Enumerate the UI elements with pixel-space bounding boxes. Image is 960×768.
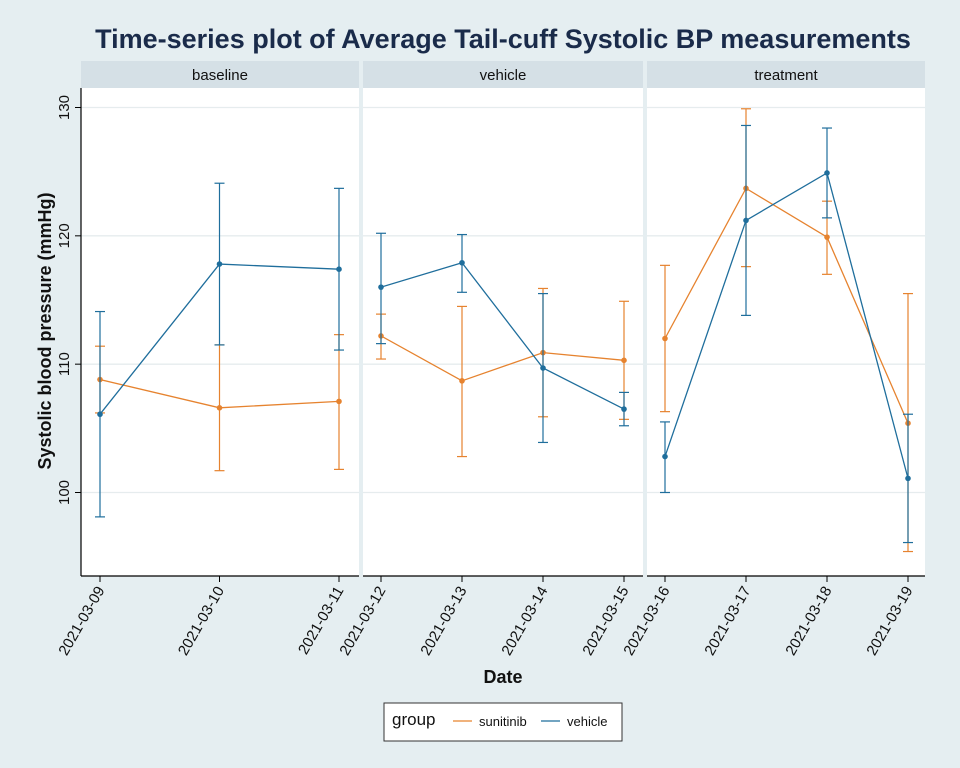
data-point bbox=[743, 217, 749, 224]
data-point bbox=[216, 405, 223, 411]
strip-label: vehicle bbox=[480, 67, 527, 84]
plot-area bbox=[647, 88, 925, 576]
data-point bbox=[336, 266, 342, 273]
data-point bbox=[378, 284, 384, 290]
strip-label: treatment bbox=[754, 67, 818, 84]
series-line bbox=[664, 187, 909, 424]
data-point bbox=[540, 365, 546, 371]
data-point bbox=[216, 261, 223, 267]
y-tick-label: 120 bbox=[56, 223, 73, 248]
series-vehicle bbox=[376, 232, 629, 444]
data-point bbox=[459, 259, 465, 266]
data-point bbox=[662, 453, 668, 460]
data-point bbox=[621, 357, 627, 364]
y-tick-label: 100 bbox=[56, 480, 73, 505]
y-tick-label: 130 bbox=[56, 95, 73, 120]
data-point bbox=[97, 411, 103, 418]
data-point bbox=[662, 335, 668, 342]
series-sunitinib bbox=[95, 334, 344, 472]
y-tick-label: 110 bbox=[56, 352, 73, 376]
strip-label: baseline bbox=[192, 67, 248, 84]
data-point bbox=[824, 234, 830, 240]
x-axis-label: Date bbox=[483, 667, 522, 687]
series-vehicle bbox=[660, 124, 913, 544]
strip-baseline bbox=[81, 61, 359, 88]
legend: group sunitinib vehicle bbox=[383, 702, 623, 742]
chart-title: Time-series plot of Average Tail-cuff Sy… bbox=[95, 24, 911, 54]
data-point bbox=[336, 398, 342, 405]
strip-treatment bbox=[647, 61, 925, 88]
legend-label-vehicle: vehicle bbox=[567, 714, 607, 729]
plot-area bbox=[363, 88, 643, 576]
legend-title: group bbox=[392, 710, 435, 729]
series-line bbox=[380, 335, 625, 382]
y-axis-label: Systolic blood pressure (mmHg) bbox=[35, 192, 55, 469]
strip-vehicle bbox=[363, 61, 643, 88]
data-point bbox=[621, 406, 627, 412]
legend-label-sunitinib: sunitinib bbox=[479, 714, 527, 729]
series-vehicle bbox=[95, 182, 344, 518]
series-line bbox=[664, 171, 909, 479]
data-point bbox=[905, 475, 911, 482]
series-line bbox=[380, 262, 625, 410]
data-point bbox=[459, 378, 465, 384]
data-point bbox=[824, 170, 830, 176]
legend-box bbox=[383, 702, 623, 742]
